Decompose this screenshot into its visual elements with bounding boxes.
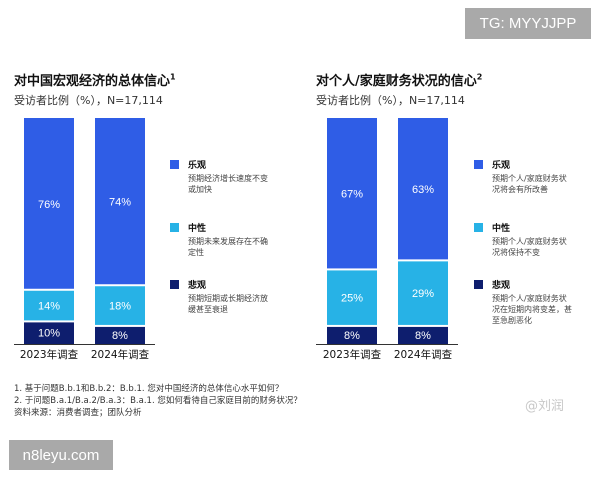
chart2-label-0-2: 67% (341, 189, 363, 201)
chart2-legend-desc-1: 况将保持不变 (492, 247, 540, 257)
chart2-legend-swatch-0 (474, 160, 483, 169)
chart2-bar-0-1 (327, 270, 377, 325)
chart2-legend-desc-1: 预期个人/家庭财务状 (492, 236, 567, 246)
chart1-legend-swatch-1 (170, 223, 179, 232)
chart2-legend-name-1: 中性 (492, 222, 510, 234)
chart1-bar-0-0 (24, 322, 74, 344)
chart2-label-0-0: 8% (344, 330, 360, 342)
chart2-legend-desc-0: 况将会有所改善 (492, 184, 548, 194)
chart1-legend-desc-2: 缓甚至衰退 (188, 304, 228, 314)
chart1-label-0-2: 76% (38, 199, 60, 211)
chart2-legend-desc-2: 预期个人/家庭财务状 (492, 293, 567, 303)
chart1-label-1-1: 18% (109, 301, 131, 313)
chart1-bar-1-1 (95, 286, 145, 325)
charts-svg: 10% 14% 76% 2023年调查 8% 18% 74% 2024年调查 乐观预期经济增长速… (14, 118, 572, 361)
chart1-bar-1-2 (95, 118, 145, 285)
chart1-label-0-0: 10% (38, 328, 60, 340)
chart1-title: 对中国宏观经济的总体信心1 (14, 72, 176, 89)
chart1-label-1-2: 74% (109, 197, 131, 209)
chart1-legend-swatch-2 (170, 280, 179, 289)
chart1-legend-desc-1: 预期未来发展存在不确 (188, 236, 268, 246)
chart2-bar-0-2 (327, 118, 377, 269)
chart1-legend-name-2: 悲观 (188, 279, 206, 291)
chart2-legend-name-0: 乐观 (492, 159, 510, 171)
chart2-bar-1-2 (398, 118, 448, 260)
chart2-xtick-1: 2024年调查 (394, 348, 453, 361)
weibo-watermark: @刘润 (525, 399, 565, 414)
source-note: 资料来源：消费者调查；团队分析 (14, 408, 142, 418)
chart1-label-1-0: 8% (112, 330, 128, 342)
chart1-legend-name-0: 乐观 (188, 159, 206, 171)
chart2-bar-1-1 (398, 261, 448, 325)
chart2-legend-swatch-2 (474, 280, 483, 289)
chart2-bar-0-0 (327, 326, 377, 344)
chart1-legend-desc-1: 定性 (188, 247, 204, 257)
chart2-xtick-0: 2023年调查 (323, 348, 382, 361)
chart2-label-1-0: 8% (415, 330, 431, 342)
chart1-bar-0-1 (24, 290, 74, 321)
chart2-legend-desc-0: 预期个人/家庭财务状 (492, 173, 567, 183)
chart2-label-0-1: 25% (341, 293, 363, 305)
chart1-xtick-1: 2024年调查 (91, 348, 150, 361)
chart1-legend-name-1: 中性 (188, 222, 206, 234)
chart1-bar-1-0 (95, 326, 145, 344)
watermark-bottom: n8leyu.com (9, 440, 113, 470)
watermark-top: TG: MYYJJPP (465, 8, 591, 39)
chart2-bar-1-0 (398, 326, 448, 344)
chart2-title: 对个人/家庭财务状况的信心2 (316, 72, 483, 89)
footnote-2: 2. 于问题B.a.1/B.a.2/B.a.3：B.a.1. 您如何看待自己家庭… (14, 396, 302, 406)
chart1-xtick-0: 2023年调查 (20, 348, 79, 361)
chart1-subtitle: 受访者比例（%），N=17,114 (14, 94, 163, 107)
chart2-subtitle: 受访者比例（%），N=17,114 (316, 94, 465, 107)
chart2-label-1-2: 63% (412, 184, 434, 196)
chart1-legend-swatch-0 (170, 160, 179, 169)
chart2-legend-swatch-1 (474, 223, 483, 232)
chart2-legend-name-2: 悲观 (492, 279, 510, 291)
chart1-legend-desc-0: 或加快 (188, 184, 212, 194)
footnote-1: 1. 基于问题B.b.1和B.b.2：B.b.1. 您对中国经济的总体信心水平如… (14, 384, 284, 394)
chart2-label-1-1: 29% (412, 288, 434, 300)
chart2-legend-desc-2: 至急剧恶化 (492, 315, 532, 325)
chart2-legend-desc-2: 况在短期内将变差，甚 (492, 304, 572, 314)
chart1-legend-desc-0: 预期经济增长速度不变 (188, 173, 268, 183)
chart1-legend-desc-2: 预期短期或长期经济放 (188, 293, 268, 303)
chart1-bar-0-2 (24, 118, 74, 289)
chart1-label-0-1: 14% (38, 301, 60, 313)
